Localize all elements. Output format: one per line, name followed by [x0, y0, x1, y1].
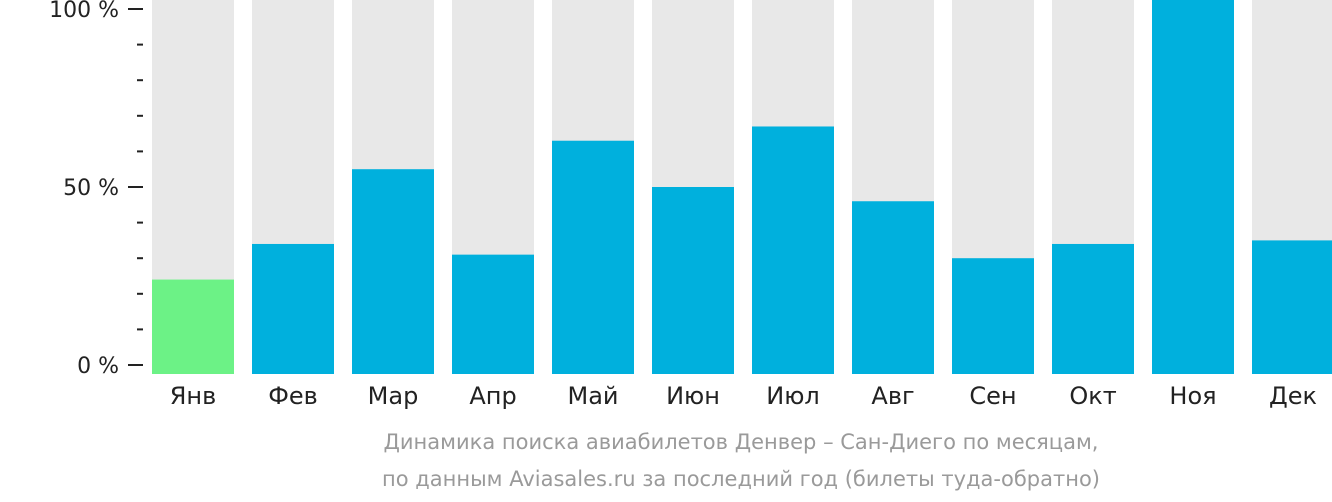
- bar-7[interactable]: [752, 126, 834, 374]
- bar-8[interactable]: [852, 201, 934, 374]
- bar-12[interactable]: [1252, 240, 1332, 374]
- y-axis: 0 % 50 % 100 %: [49, 0, 143, 379]
- x-tick-label: Ноя: [1169, 382, 1216, 410]
- x-tick-label: Дек: [1269, 382, 1317, 410]
- x-tick-label: Авг: [871, 382, 914, 410]
- bar-11[interactable]: [1152, 0, 1234, 374]
- x-tick-label: Мар: [368, 382, 419, 410]
- x-axis-labels: Янв Фев Мар Апр Май Июн Июл Авг Сен Окт Ноя Дек: [170, 382, 1317, 410]
- x-tick-label: Сен: [969, 382, 1016, 410]
- y-tick-label: 0 %: [77, 354, 119, 379]
- x-tick-label: Фев: [268, 382, 318, 410]
- bar-6[interactable]: [652, 187, 734, 374]
- x-tick-label: Май: [567, 382, 618, 410]
- y-tick-label: 50 %: [63, 176, 119, 201]
- bar-5[interactable]: [552, 140, 634, 374]
- bar-3[interactable]: [352, 169, 434, 374]
- chart-caption-line-1: Динамика поиска авиабилетов Денвер – Сан…: [383, 430, 1099, 454]
- x-tick-label: Июл: [766, 382, 820, 410]
- bar-1[interactable]: [152, 279, 234, 374]
- x-tick-label: Янв: [170, 382, 217, 410]
- bar-10[interactable]: [1052, 243, 1134, 374]
- x-tick-label: Апр: [469, 382, 516, 410]
- chart-caption-line-2: по данным Aviasales.ru за последний год …: [382, 467, 1100, 491]
- bars: [152, 0, 1332, 374]
- x-tick-label: Июн: [666, 382, 720, 410]
- bar-4[interactable]: [452, 254, 534, 374]
- bar-2[interactable]: [252, 243, 334, 374]
- bar-chart: 0 % 50 % 100 % Янв Фев Мар Апр Май Июн Июл Авг Сен…: [49, 0, 1332, 410]
- y-tick-label: 100 %: [49, 0, 119, 23]
- x-tick-label: Окт: [1069, 382, 1116, 410]
- bar-9[interactable]: [952, 258, 1034, 374]
